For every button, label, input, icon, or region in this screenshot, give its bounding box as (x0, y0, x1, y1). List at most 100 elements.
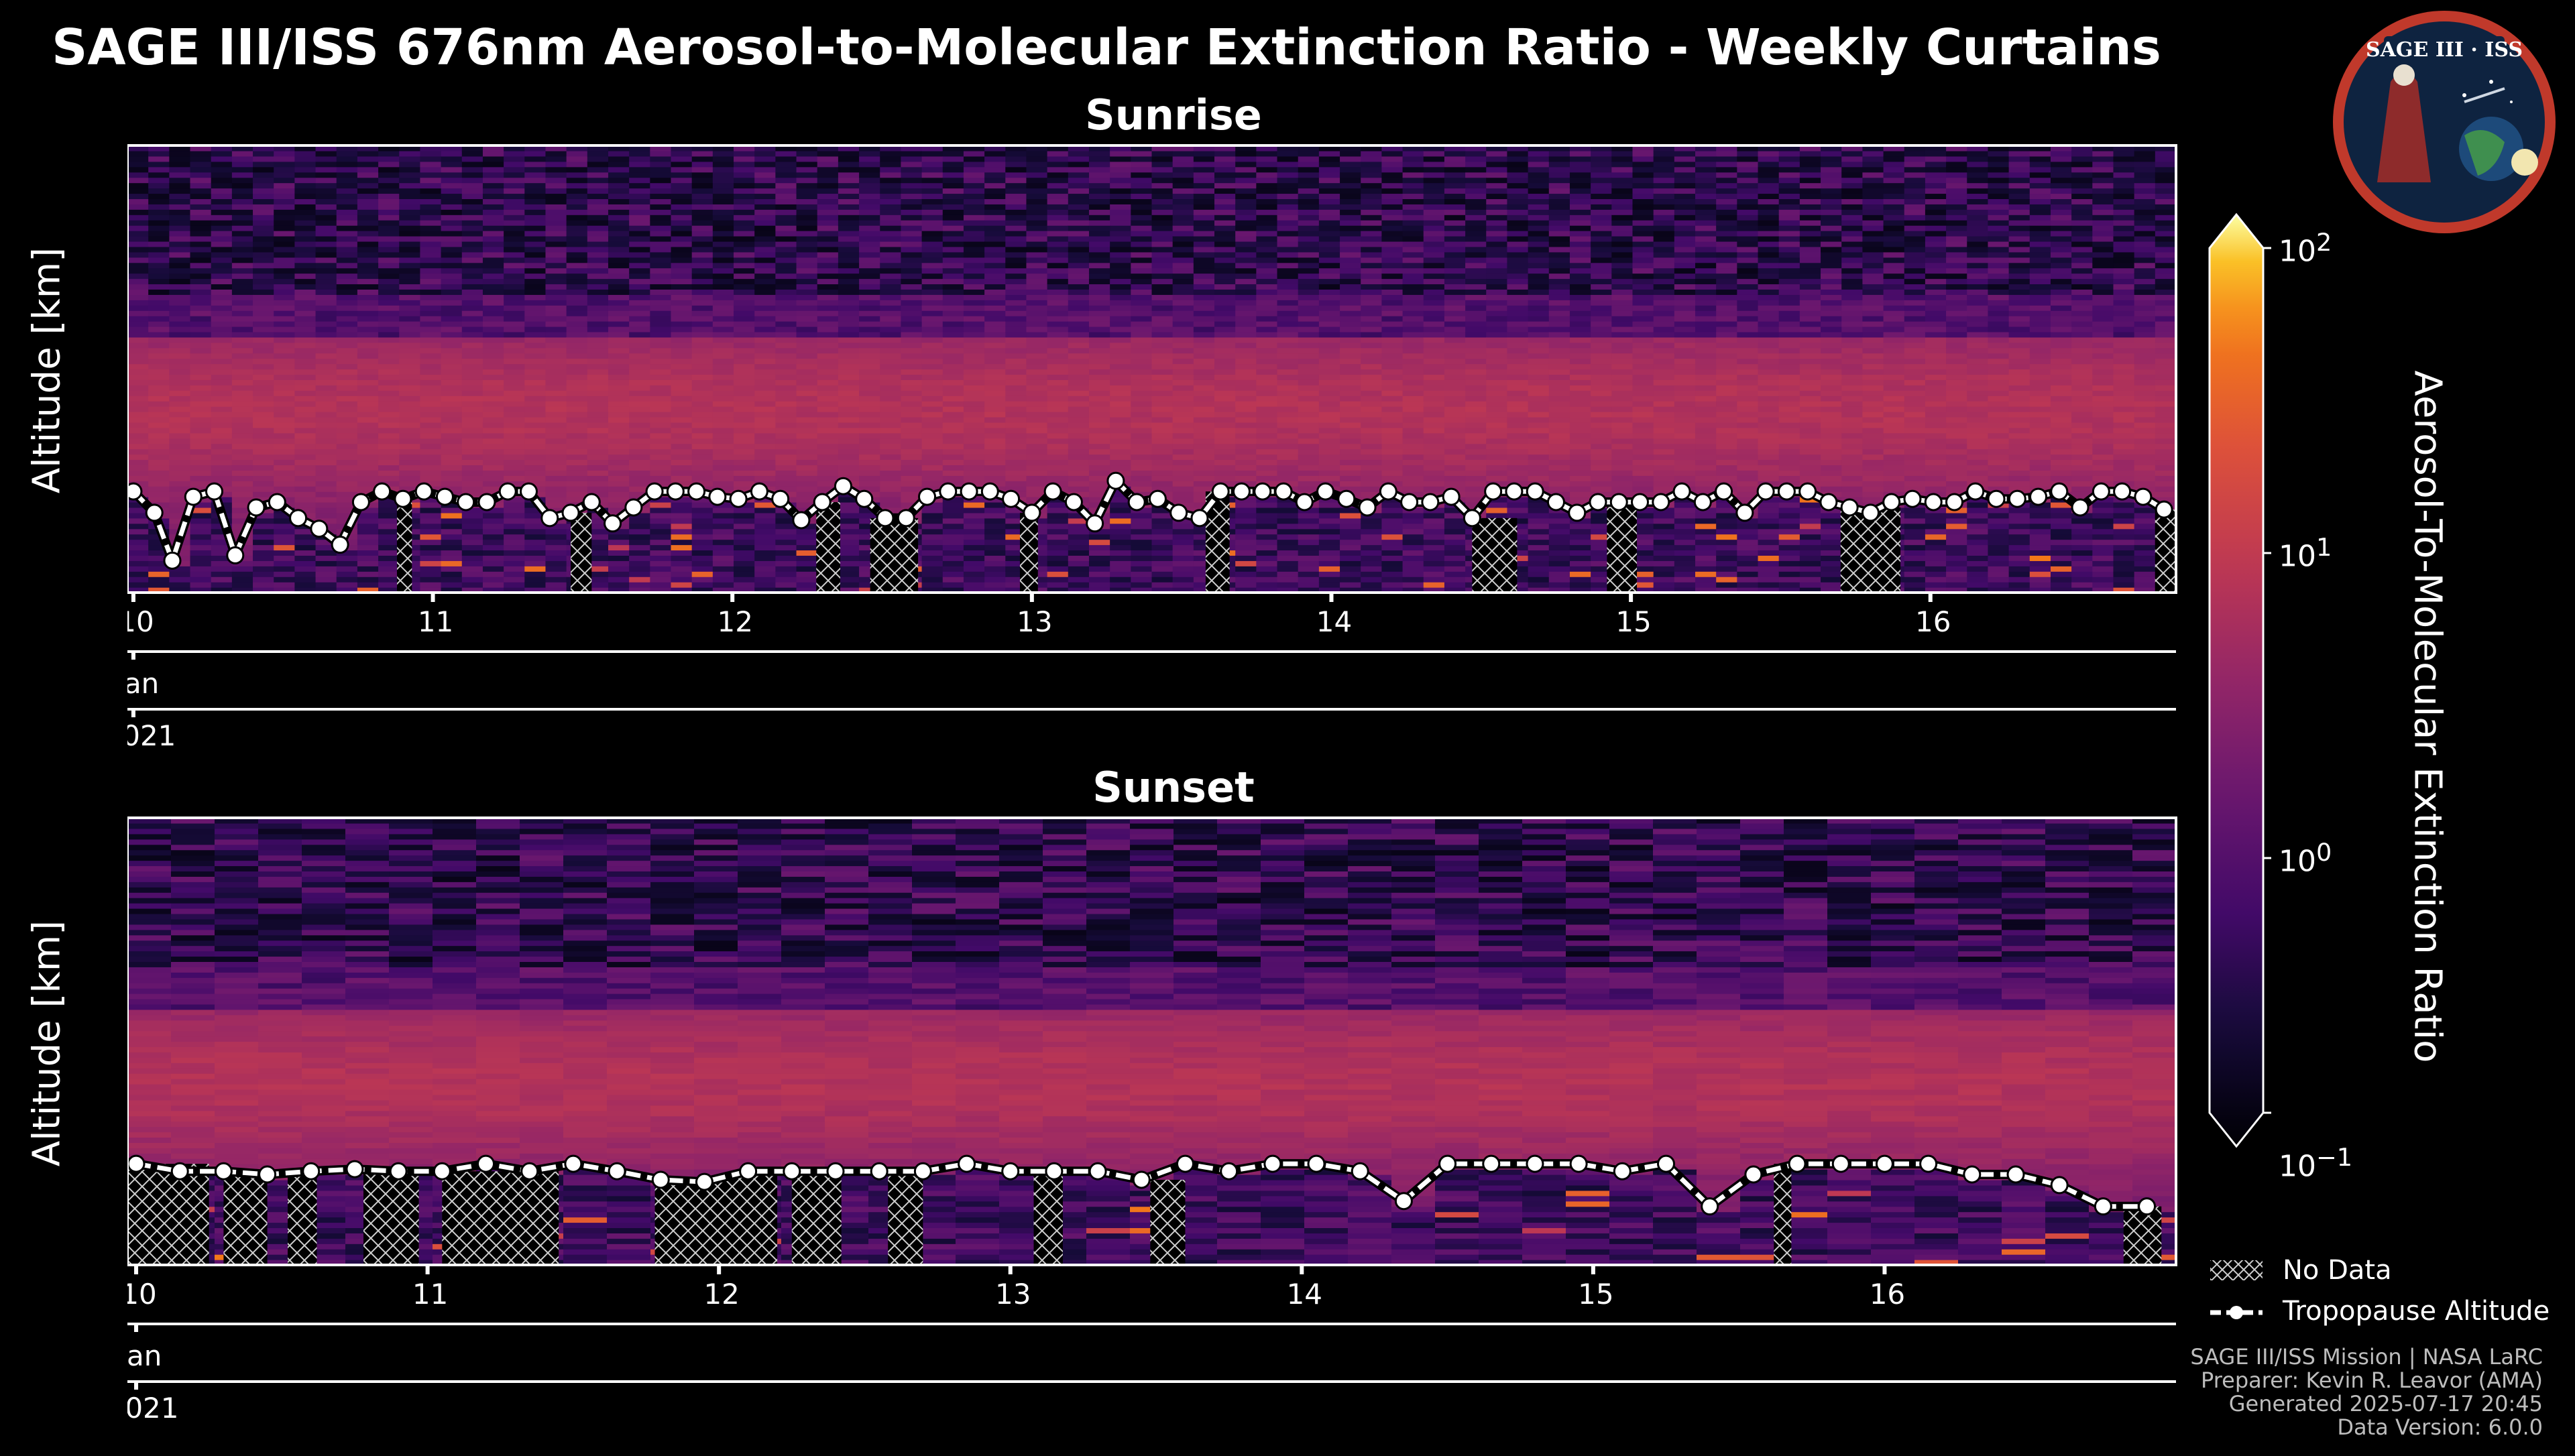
heatmap-cell (504, 241, 525, 247)
heatmap-cell (587, 459, 609, 466)
heatmap-cell (775, 459, 797, 466)
heatmap-cell (545, 491, 567, 497)
heatmap-cell (796, 374, 818, 380)
heatmap-cell (984, 150, 1006, 157)
heatmap-cell (1131, 251, 1153, 258)
heatmap-cell (294, 379, 317, 385)
heatmap-cell (566, 331, 588, 338)
heatmap-cell (566, 491, 588, 497)
heatmap-cell (942, 582, 964, 588)
heatmap-cell (1151, 571, 1174, 577)
heatmap-cell (691, 337, 713, 343)
heatmap-cell (1340, 454, 1361, 461)
heatmap-cell (420, 267, 442, 274)
heatmap-cell (629, 475, 650, 481)
heatmap-cell (274, 523, 295, 530)
heatmap-cell (838, 225, 860, 231)
heatmap-cell (1026, 385, 1048, 391)
heatmap-cell (1340, 582, 1361, 588)
heatmap-cell (880, 251, 902, 258)
heatmap-cell (775, 454, 797, 461)
heatmap-cell (1277, 246, 1299, 253)
heatmap-cell (901, 257, 923, 263)
heatmap-cell (378, 412, 400, 418)
heatmap-cell (482, 427, 504, 434)
heatmap-cell (294, 401, 317, 407)
heatmap-cell (1318, 209, 1340, 215)
heatmap-cell (587, 566, 609, 572)
heatmap-cell (169, 481, 191, 487)
heatmap-cell (880, 353, 902, 359)
heatmap-cell (1235, 518, 1257, 524)
heatmap-cell (441, 246, 463, 253)
heatmap-cell (482, 369, 504, 375)
heatmap-cell (1193, 577, 1215, 583)
heatmap-cell (608, 220, 630, 226)
heatmap-cell (1256, 459, 1278, 466)
heatmap-cell (482, 156, 504, 162)
heatmap-cell (545, 528, 567, 535)
heatmap-cell (253, 204, 274, 210)
heatmap-cell (1110, 406, 1131, 412)
heatmap-cell (775, 156, 797, 162)
heatmap-cell (294, 172, 317, 178)
heatmap-cell (294, 305, 317, 311)
heatmap-cell (963, 172, 985, 178)
heatmap-cell (1131, 432, 1153, 439)
heatmap-cell (148, 204, 170, 210)
heatmap-cell (650, 284, 672, 290)
heatmap-cell (461, 267, 483, 274)
heatmap-cell (315, 321, 337, 327)
heatmap-cell (691, 166, 713, 173)
heatmap-cell (963, 539, 985, 546)
heatmap-cell (1193, 161, 1215, 168)
heatmap-cell (1193, 475, 1215, 481)
heatmap-cell (504, 470, 525, 476)
heatmap-cell (378, 443, 400, 450)
heatmap-cell (712, 374, 734, 380)
heatmap-cell (127, 459, 149, 466)
heatmap-cell (1026, 161, 1048, 168)
heatmap-cell (608, 416, 630, 423)
heatmap-cell (1131, 491, 1153, 497)
heatmap-cell (817, 235, 839, 242)
heatmap-cell (1214, 326, 1236, 332)
heatmap-cell (378, 326, 400, 332)
heatmap-cell (963, 241, 985, 247)
heatmap-cell (859, 454, 880, 461)
heatmap-cell (754, 507, 776, 513)
heatmap-cell (211, 358, 233, 365)
heatmap-cell (1235, 321, 1257, 327)
heatmap-cell (942, 316, 964, 322)
heatmap-cell (378, 518, 400, 524)
heatmap-cell (253, 166, 274, 173)
heatmap-cell (148, 432, 170, 439)
heatmap-cell (1193, 448, 1215, 455)
heatmap-cell (315, 257, 337, 263)
heatmap-cell (608, 390, 630, 396)
heatmap-cell (1277, 326, 1299, 332)
heatmap-cell (336, 156, 358, 162)
heatmap-cell (921, 459, 943, 466)
heatmap-cell (504, 316, 525, 322)
heatmap-cell (294, 198, 317, 204)
heatmap-cell (1235, 539, 1257, 546)
heatmap-cell (231, 571, 253, 577)
heatmap-cell (211, 390, 233, 396)
heatmap-cell (712, 560, 734, 566)
heatmap-cell (169, 390, 191, 396)
heatmap-cell (734, 337, 755, 343)
heatmap-cell (420, 416, 442, 423)
heatmap-cell (148, 491, 170, 497)
heatmap-cell (211, 353, 233, 359)
heatmap-cell (608, 550, 630, 556)
heatmap-cell (1088, 443, 1110, 450)
heatmap-cell (378, 316, 400, 322)
heatmap-cell (1068, 582, 1090, 588)
heatmap-cell (1026, 289, 1048, 295)
heatmap-cell (921, 241, 943, 247)
heatmap-cell (127, 374, 149, 380)
heatmap-cell (148, 427, 170, 434)
heatmap-cell (838, 566, 860, 572)
heatmap-cell (1235, 145, 1257, 151)
